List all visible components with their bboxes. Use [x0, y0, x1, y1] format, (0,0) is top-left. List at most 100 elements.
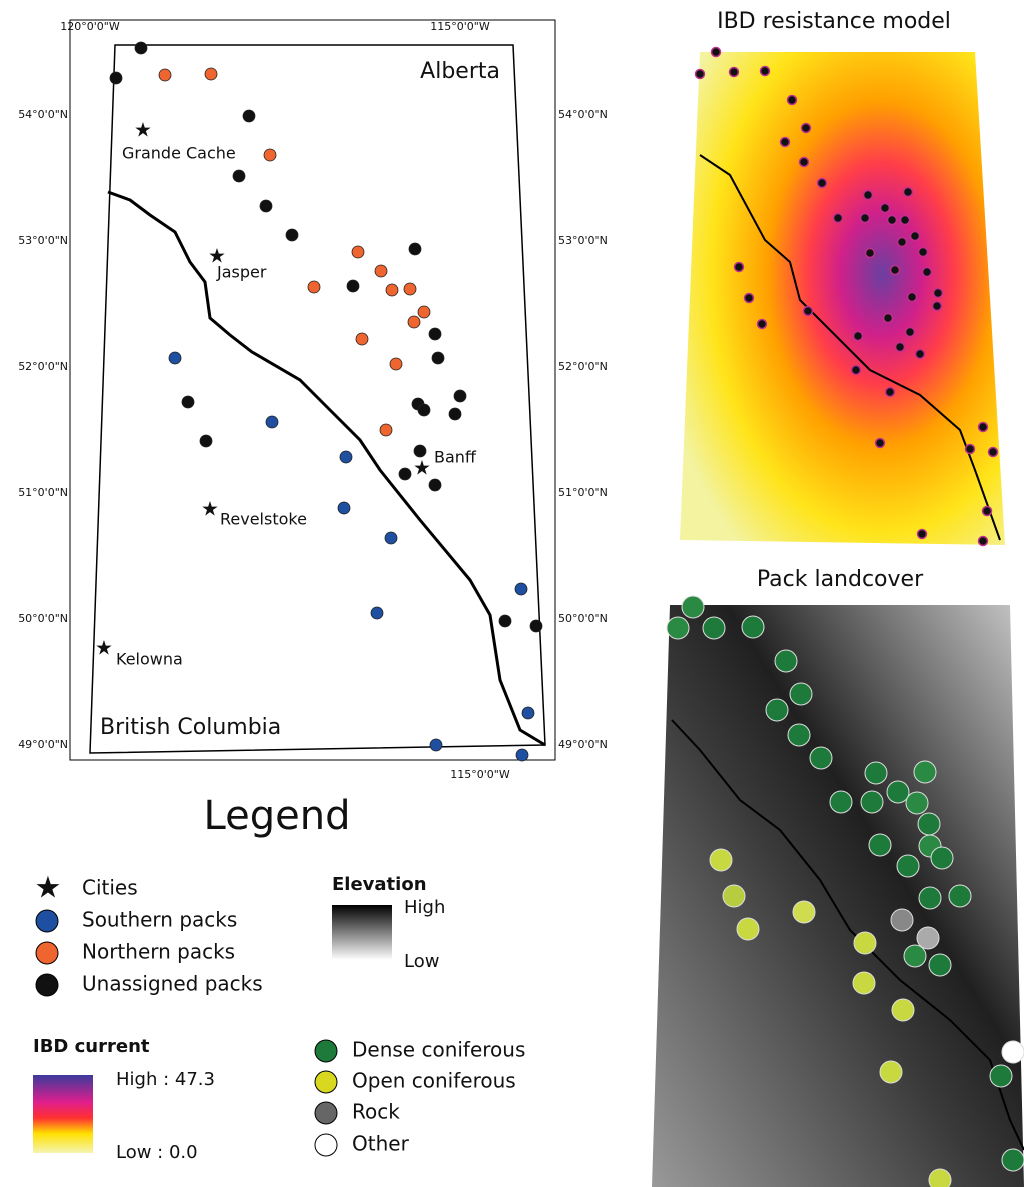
pack-point	[901, 216, 910, 225]
pack-point	[908, 293, 917, 302]
legend-label: Dense coniferous	[352, 1038, 525, 1062]
pack-point	[745, 294, 754, 303]
pack-point	[430, 739, 442, 751]
pack-point	[800, 158, 809, 167]
legend-label: Unassigned packs	[82, 972, 263, 996]
pack-point	[790, 683, 812, 705]
pack-point	[429, 479, 441, 491]
pack-point	[983, 507, 992, 516]
pack-point	[854, 332, 863, 341]
y-label: 52°0'0"N	[558, 360, 608, 373]
pack-point	[949, 885, 971, 907]
legend-swatch	[36, 910, 58, 932]
legend-label: High : 47.3	[116, 1069, 215, 1090]
pack-point	[522, 707, 534, 719]
pack-point	[205, 68, 217, 80]
city-label: Revelstoke	[220, 510, 307, 529]
pack-point	[308, 281, 320, 293]
legend-label: Other	[352, 1132, 410, 1156]
pack-point	[834, 214, 843, 223]
pack-point	[712, 48, 721, 57]
pack-point	[135, 42, 147, 54]
pack-point	[110, 72, 122, 84]
pack-point	[888, 216, 897, 225]
pack-point	[264, 149, 276, 161]
legend-swatch	[36, 942, 58, 964]
pack-point	[788, 96, 797, 105]
pack-point	[934, 289, 943, 298]
elevation-ramp	[332, 905, 392, 960]
pack-point	[356, 333, 368, 345]
y-label: 52°0'0"N	[18, 360, 68, 373]
pack-point	[919, 887, 941, 909]
pack-point	[869, 834, 891, 856]
pack-point	[340, 451, 352, 463]
pack-point	[703, 617, 725, 639]
pack-point	[916, 350, 925, 359]
city-marker: ★	[134, 118, 152, 142]
pack-point	[918, 813, 940, 835]
pack-point	[852, 366, 861, 375]
pack-point	[1002, 1041, 1024, 1063]
region-label: British Columbia	[100, 715, 281, 740]
legend-label: Cities	[82, 876, 138, 900]
legend-label: Rock	[352, 1100, 400, 1124]
legend-label: Low	[404, 951, 439, 972]
pack-point	[338, 502, 350, 514]
pack-point	[730, 68, 739, 77]
pack-point	[696, 70, 705, 79]
city-label: Jasper	[216, 263, 267, 282]
pack-point	[929, 954, 951, 976]
pack-point	[233, 170, 245, 182]
pack-point	[761, 67, 770, 76]
legend: Legend ★ Cities Southern packs Northern …	[33, 793, 525, 1163]
pack-point	[919, 248, 928, 257]
pack-point	[200, 435, 212, 447]
pack-point	[892, 999, 914, 1021]
y-label: 50°0'0"N	[18, 612, 68, 625]
city-label: Banff	[434, 448, 477, 467]
y-label: 54°0'0"N	[18, 108, 68, 121]
legend-title: Elevation	[332, 874, 427, 895]
pack-point	[886, 388, 895, 397]
pack-point	[454, 390, 466, 402]
pack-point	[788, 724, 810, 746]
pack-point	[758, 320, 767, 329]
pack-point	[352, 246, 364, 258]
x-label: 115°0'0"W	[450, 768, 510, 781]
pack-point	[775, 650, 797, 672]
pack-point	[989, 448, 998, 457]
legend-label: High	[404, 897, 445, 918]
pack-point	[891, 266, 900, 275]
pack-point	[380, 424, 392, 436]
pack-point	[918, 530, 927, 539]
pack-point	[182, 396, 194, 408]
y-label: 53°0'0"N	[18, 234, 68, 247]
city-marker: ★	[201, 497, 219, 521]
pack-point	[399, 468, 411, 480]
pack-point	[990, 1065, 1012, 1087]
legend-title: Legend	[204, 793, 351, 839]
pack-point	[804, 307, 813, 316]
pack-point	[929, 1169, 951, 1187]
pack-point	[864, 191, 873, 200]
star-icon: ★	[35, 871, 62, 906]
pack-point	[347, 280, 359, 292]
pack-point	[914, 761, 936, 783]
pack-point	[414, 445, 426, 457]
region-label: Alberta	[420, 59, 500, 84]
pack-point	[906, 792, 928, 814]
y-label: 53°0'0"N	[558, 234, 608, 247]
pack-point	[866, 249, 875, 258]
pack-point	[931, 847, 953, 869]
pack-point	[830, 791, 852, 813]
pack-point	[891, 909, 913, 931]
city-label: Kelowna	[116, 650, 183, 669]
pack-point	[904, 945, 926, 967]
pack-point	[979, 537, 988, 546]
panel-title: IBD resistance model	[717, 9, 951, 34]
pack-point	[1002, 1149, 1024, 1171]
pack-point	[385, 532, 397, 544]
pack-point	[390, 358, 402, 370]
panel-title: Pack landcover	[757, 567, 924, 592]
